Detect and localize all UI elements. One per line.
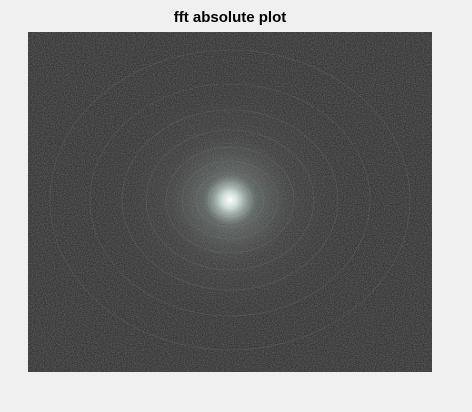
fft-image (28, 32, 432, 372)
plot-title: fft absolute plot (174, 9, 287, 26)
image-glow (28, 32, 432, 372)
